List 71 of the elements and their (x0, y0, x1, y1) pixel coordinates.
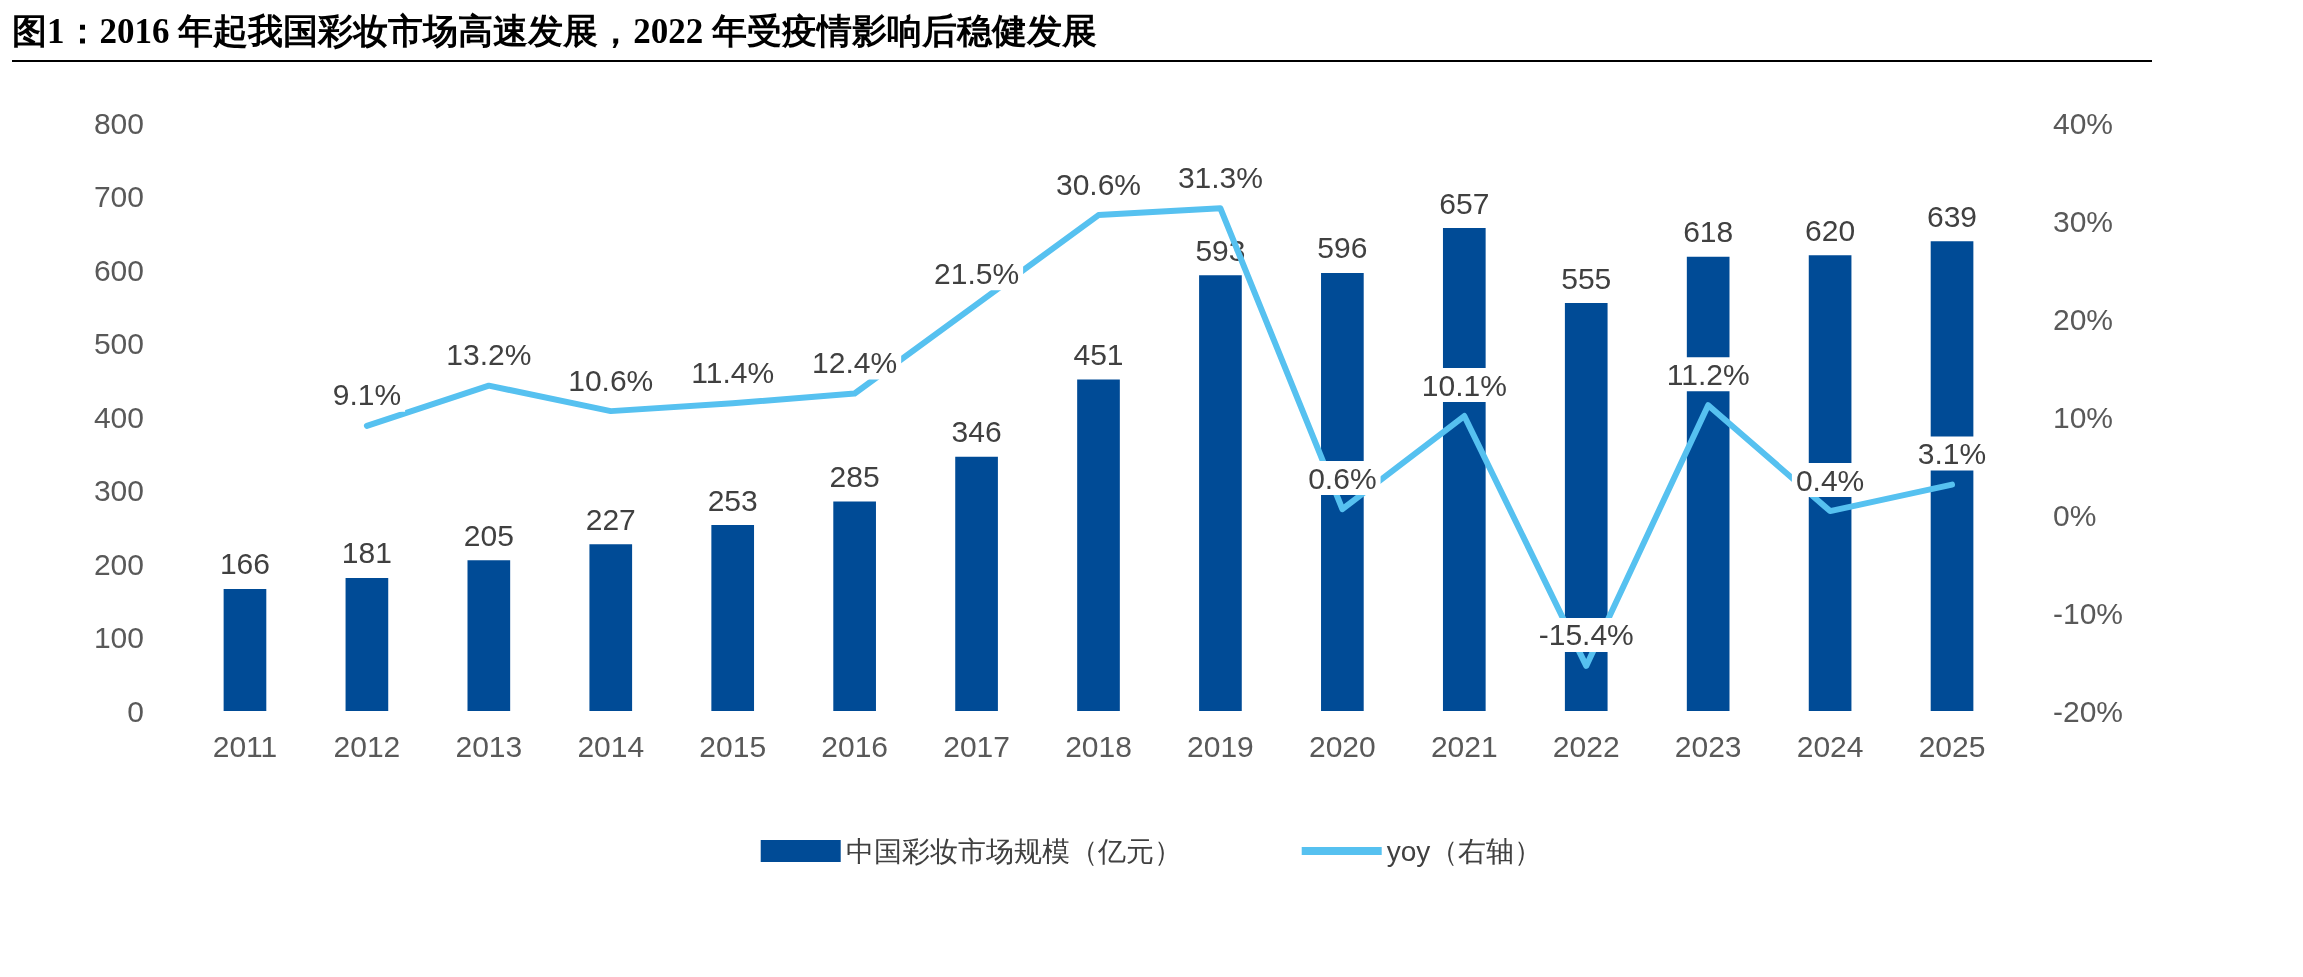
y-tick-label: 500 (93, 327, 144, 360)
data-label: -15.4% (1538, 618, 1634, 652)
data-label: 10.6% (568, 363, 654, 397)
y2-tick-label: 30% (2053, 204, 2114, 238)
bar (1077, 379, 1120, 711)
data-label: 620 (1805, 213, 1856, 247)
bar (833, 501, 876, 711)
y2-tick-label: 20% (2053, 302, 2114, 336)
legend-label: yoy（右轴） (1386, 835, 1543, 867)
x-tick-label: 2021 (1430, 729, 1498, 763)
data-label: 451 (1073, 338, 1124, 372)
x-tick-label: 2023 (1674, 729, 1742, 763)
data-label: 285 (829, 460, 880, 494)
bar (345, 577, 389, 711)
x-tick-label: 2012 (333, 729, 401, 763)
bar (223, 588, 267, 711)
y-tick-label: 0 (127, 694, 144, 728)
data-label: 30.6% (1055, 167, 1142, 201)
x-tick-label: 2025 (1918, 729, 1986, 763)
y-tick-label: 700 (93, 180, 144, 213)
bar (955, 456, 998, 711)
x-tick-label: 2024 (1796, 729, 1864, 763)
data-label: 31.3% (1177, 160, 1263, 194)
y2-tick-label: 10% (2053, 400, 2114, 434)
y-tick-label: 100 (93, 621, 144, 654)
data-label: 618 (1683, 215, 1734, 249)
y2-tick-label: 40% (2053, 106, 2114, 140)
data-label: 9.1% (332, 378, 402, 412)
data-label: 346 (951, 415, 1002, 449)
data-label: 227 (585, 502, 636, 536)
data-label: 10.1% (1421, 368, 1507, 402)
bar (589, 544, 633, 711)
x-tick-label: 2014 (577, 729, 645, 763)
data-label: 3.1% (1917, 437, 1987, 471)
data-label: 555 (1561, 261, 1612, 295)
data-label: 13.2% (446, 338, 532, 372)
y2-tick-label: -20% (2053, 694, 2124, 728)
x-tick-label: 2015 (699, 729, 767, 763)
x-tick-label: 2018 (1065, 729, 1132, 763)
x-tick-label: 2022 (1552, 729, 1620, 763)
data-label: 639 (1927, 199, 1978, 233)
data-label: 21.5% (934, 256, 1020, 290)
data-label: 205 (463, 518, 514, 552)
data-label: 11.4% (691, 355, 775, 389)
y-tick-label: 800 (93, 106, 144, 140)
y-tick-label: 400 (93, 400, 144, 434)
data-label: 0.4% (1795, 463, 1865, 497)
data-label: 657 (1439, 186, 1490, 220)
data-label: 596 (1317, 231, 1368, 265)
data-label: 181 (341, 536, 392, 570)
data-label: 11.2% (1666, 357, 1750, 391)
bar (711, 525, 755, 711)
chart-title: 图1：2016 年起我国彩妆市场高速发展，2022 年受疫情影响后稳健发展 (12, 11, 1097, 53)
data-label: 166 (219, 547, 270, 581)
y-tick-label: 300 (93, 474, 144, 507)
bar (467, 560, 511, 711)
bar (1199, 275, 1242, 711)
data-label: 12.4% (812, 345, 898, 379)
data-label: 0.6% (1308, 461, 1377, 495)
x-tick-label: 2019 (1187, 729, 1254, 763)
y-tick-label: 200 (93, 547, 144, 581)
x-tick-label: 2017 (943, 729, 1010, 763)
x-tick-label: 2011 (212, 729, 278, 763)
y2-tick-label: 0% (2053, 498, 2097, 532)
legend-label: 中国彩妆市场规模（亿元） (845, 835, 1182, 867)
x-tick-label: 2020 (1308, 729, 1376, 763)
x-tick-label: 2013 (455, 729, 523, 763)
y-tick-label: 600 (93, 253, 144, 287)
data-label: 253 (707, 483, 758, 517)
x-tick-label: 2016 (821, 729, 889, 763)
y2-tick-label: -10% (2053, 596, 2124, 630)
